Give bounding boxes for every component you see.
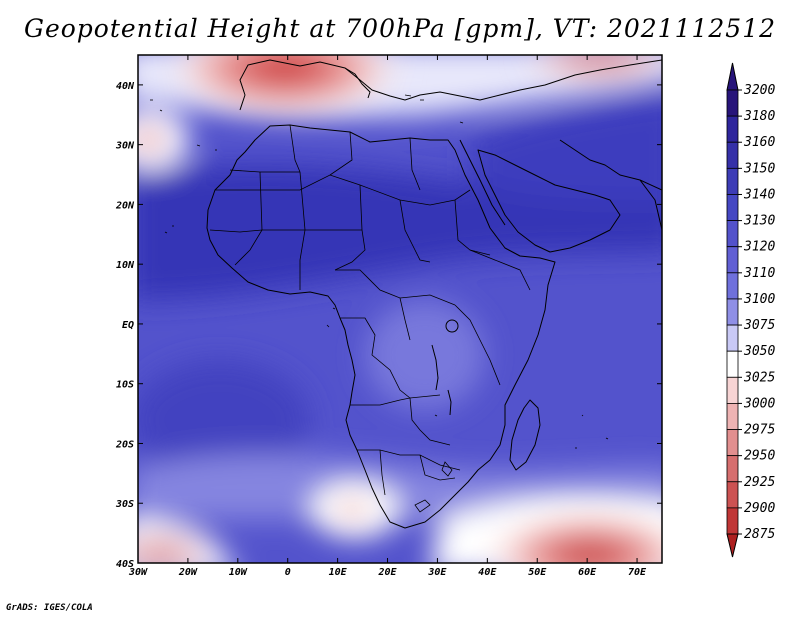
sw-pink-dot: [336, 500, 368, 520]
colorbar-segment: [726, 141, 739, 169]
colorbar-segment: [726, 298, 739, 326]
x-axis: 30W 20W 10W 0 10E 20E 30E 40E 50E 60E 70E: [128, 55, 647, 578]
colorbar-segment: [726, 350, 739, 378]
southeast-low-red: [480, 510, 662, 563]
italy-coastline: [344, 67, 371, 99]
colorbar-segment: [726, 272, 739, 300]
colorbar-segment: [726, 220, 739, 248]
colorbar-segment: [726, 167, 739, 195]
colorbar-label: 3050: [743, 344, 775, 359]
map-frame: [137, 54, 663, 564]
y-tick-label: 40N: [116, 81, 135, 92]
colorbar-label: 3200: [743, 83, 775, 98]
x-tick-label: 50E: [528, 567, 547, 578]
y-tick-label: EQ: [122, 320, 134, 331]
colorbar-label: 3120: [743, 240, 775, 255]
y-tick-label: 10S: [116, 380, 134, 391]
colorbar-top-arrow: [726, 62, 739, 91]
colorbar-label: 3110: [743, 266, 775, 281]
map-title: Geopotential Height at 700hPa [gpm], VT:…: [23, 14, 777, 43]
europe-coastline: [239, 59, 662, 111]
colorbar-label: 3140: [743, 187, 775, 202]
india-coast: [639, 179, 662, 231]
west-pink-dot: [138, 124, 166, 156]
colorbar-segment: [726, 246, 739, 274]
colorbar-label: 2900: [744, 501, 775, 516]
colorbar-segment: [726, 507, 739, 535]
colorbar-segment: [726, 115, 739, 143]
colorbar-segment: [726, 403, 739, 430]
colorbar-segment: [726, 481, 739, 509]
colorbar-segment: [726, 89, 739, 117]
colorbar-label: 3150: [743, 161, 775, 176]
colorbar-segment: [726, 324, 739, 352]
colorbar-label: 2875: [744, 527, 775, 542]
arabia-band: [470, 97, 662, 200]
congo-weak-region: [365, 300, 485, 410]
height-field: [138, 55, 662, 563]
y-tick-label: 40S: [116, 559, 134, 570]
y-tick-label: 30N: [115, 141, 135, 152]
colorbar-label: 3160: [743, 135, 775, 150]
colorbar-segment: [726, 429, 739, 457]
x-tick-label: 20W: [178, 567, 198, 578]
lake-malawi: [447, 389, 452, 416]
y-tick-label: 10N: [116, 260, 135, 271]
colorbar-label: 3000: [743, 396, 775, 411]
north-east-pink: [520, 55, 662, 85]
x-tick-label: 20E: [377, 567, 397, 578]
x-tick-label: 30W: [128, 567, 148, 578]
colorbar-label: 3025: [743, 370, 775, 385]
colorbar-segment: [726, 194, 739, 221]
madagascar-coastline: [509, 399, 541, 471]
grads-credit: GrADS: IGES/COLA: [6, 603, 93, 613]
colorbar-label: 3180: [743, 109, 775, 124]
colorbar-label: 2925: [744, 475, 775, 490]
country-borders: [209, 124, 531, 513]
x-tick-label: 10W: [229, 567, 248, 578]
colorbar-segment: [726, 376, 739, 404]
x-tick-label: 0: [285, 567, 291, 578]
x-tick-label: 40E: [478, 567, 497, 578]
lake-tanganyika: [431, 344, 439, 391]
coastlines: [206, 59, 662, 529]
colorbar: 3200 3180 3160 3150 3140 3130 3120 3110 3100 3075…: [726, 62, 775, 558]
x-tick-label: 60E: [578, 567, 597, 578]
lake-victoria: [445, 319, 459, 333]
colorbar-label: 3100: [743, 292, 775, 307]
south-atlantic-deep: [138, 360, 310, 480]
red-sea-coast: [459, 139, 506, 226]
africa-coastline: [206, 124, 556, 529]
colorbar-segment: [726, 455, 739, 483]
colorbar-label: 2950: [744, 449, 775, 464]
y-tick-label: 30S: [115, 499, 134, 510]
y-axis: 40N 30N 20N 10N EQ 10S 20S 30S 40S: [115, 81, 662, 570]
x-tick-label: 10E: [329, 567, 348, 578]
arabia-coastline: [477, 149, 621, 253]
y-tick-label: 20S: [115, 439, 134, 450]
north-high-red: [165, 55, 405, 118]
y-tick-label: 20N: [115, 200, 135, 211]
x-tick-label: 30E: [427, 567, 447, 578]
colorbar-label: 3075: [743, 318, 775, 333]
colorbar-label: 2975: [744, 423, 775, 438]
southwest-pink: [138, 525, 220, 563]
colorbar-label: 3130: [743, 214, 775, 229]
islands: [150, 94, 609, 449]
colorbar-bottom-arrow: [726, 533, 739, 558]
x-tick-label: 70E: [628, 567, 647, 578]
